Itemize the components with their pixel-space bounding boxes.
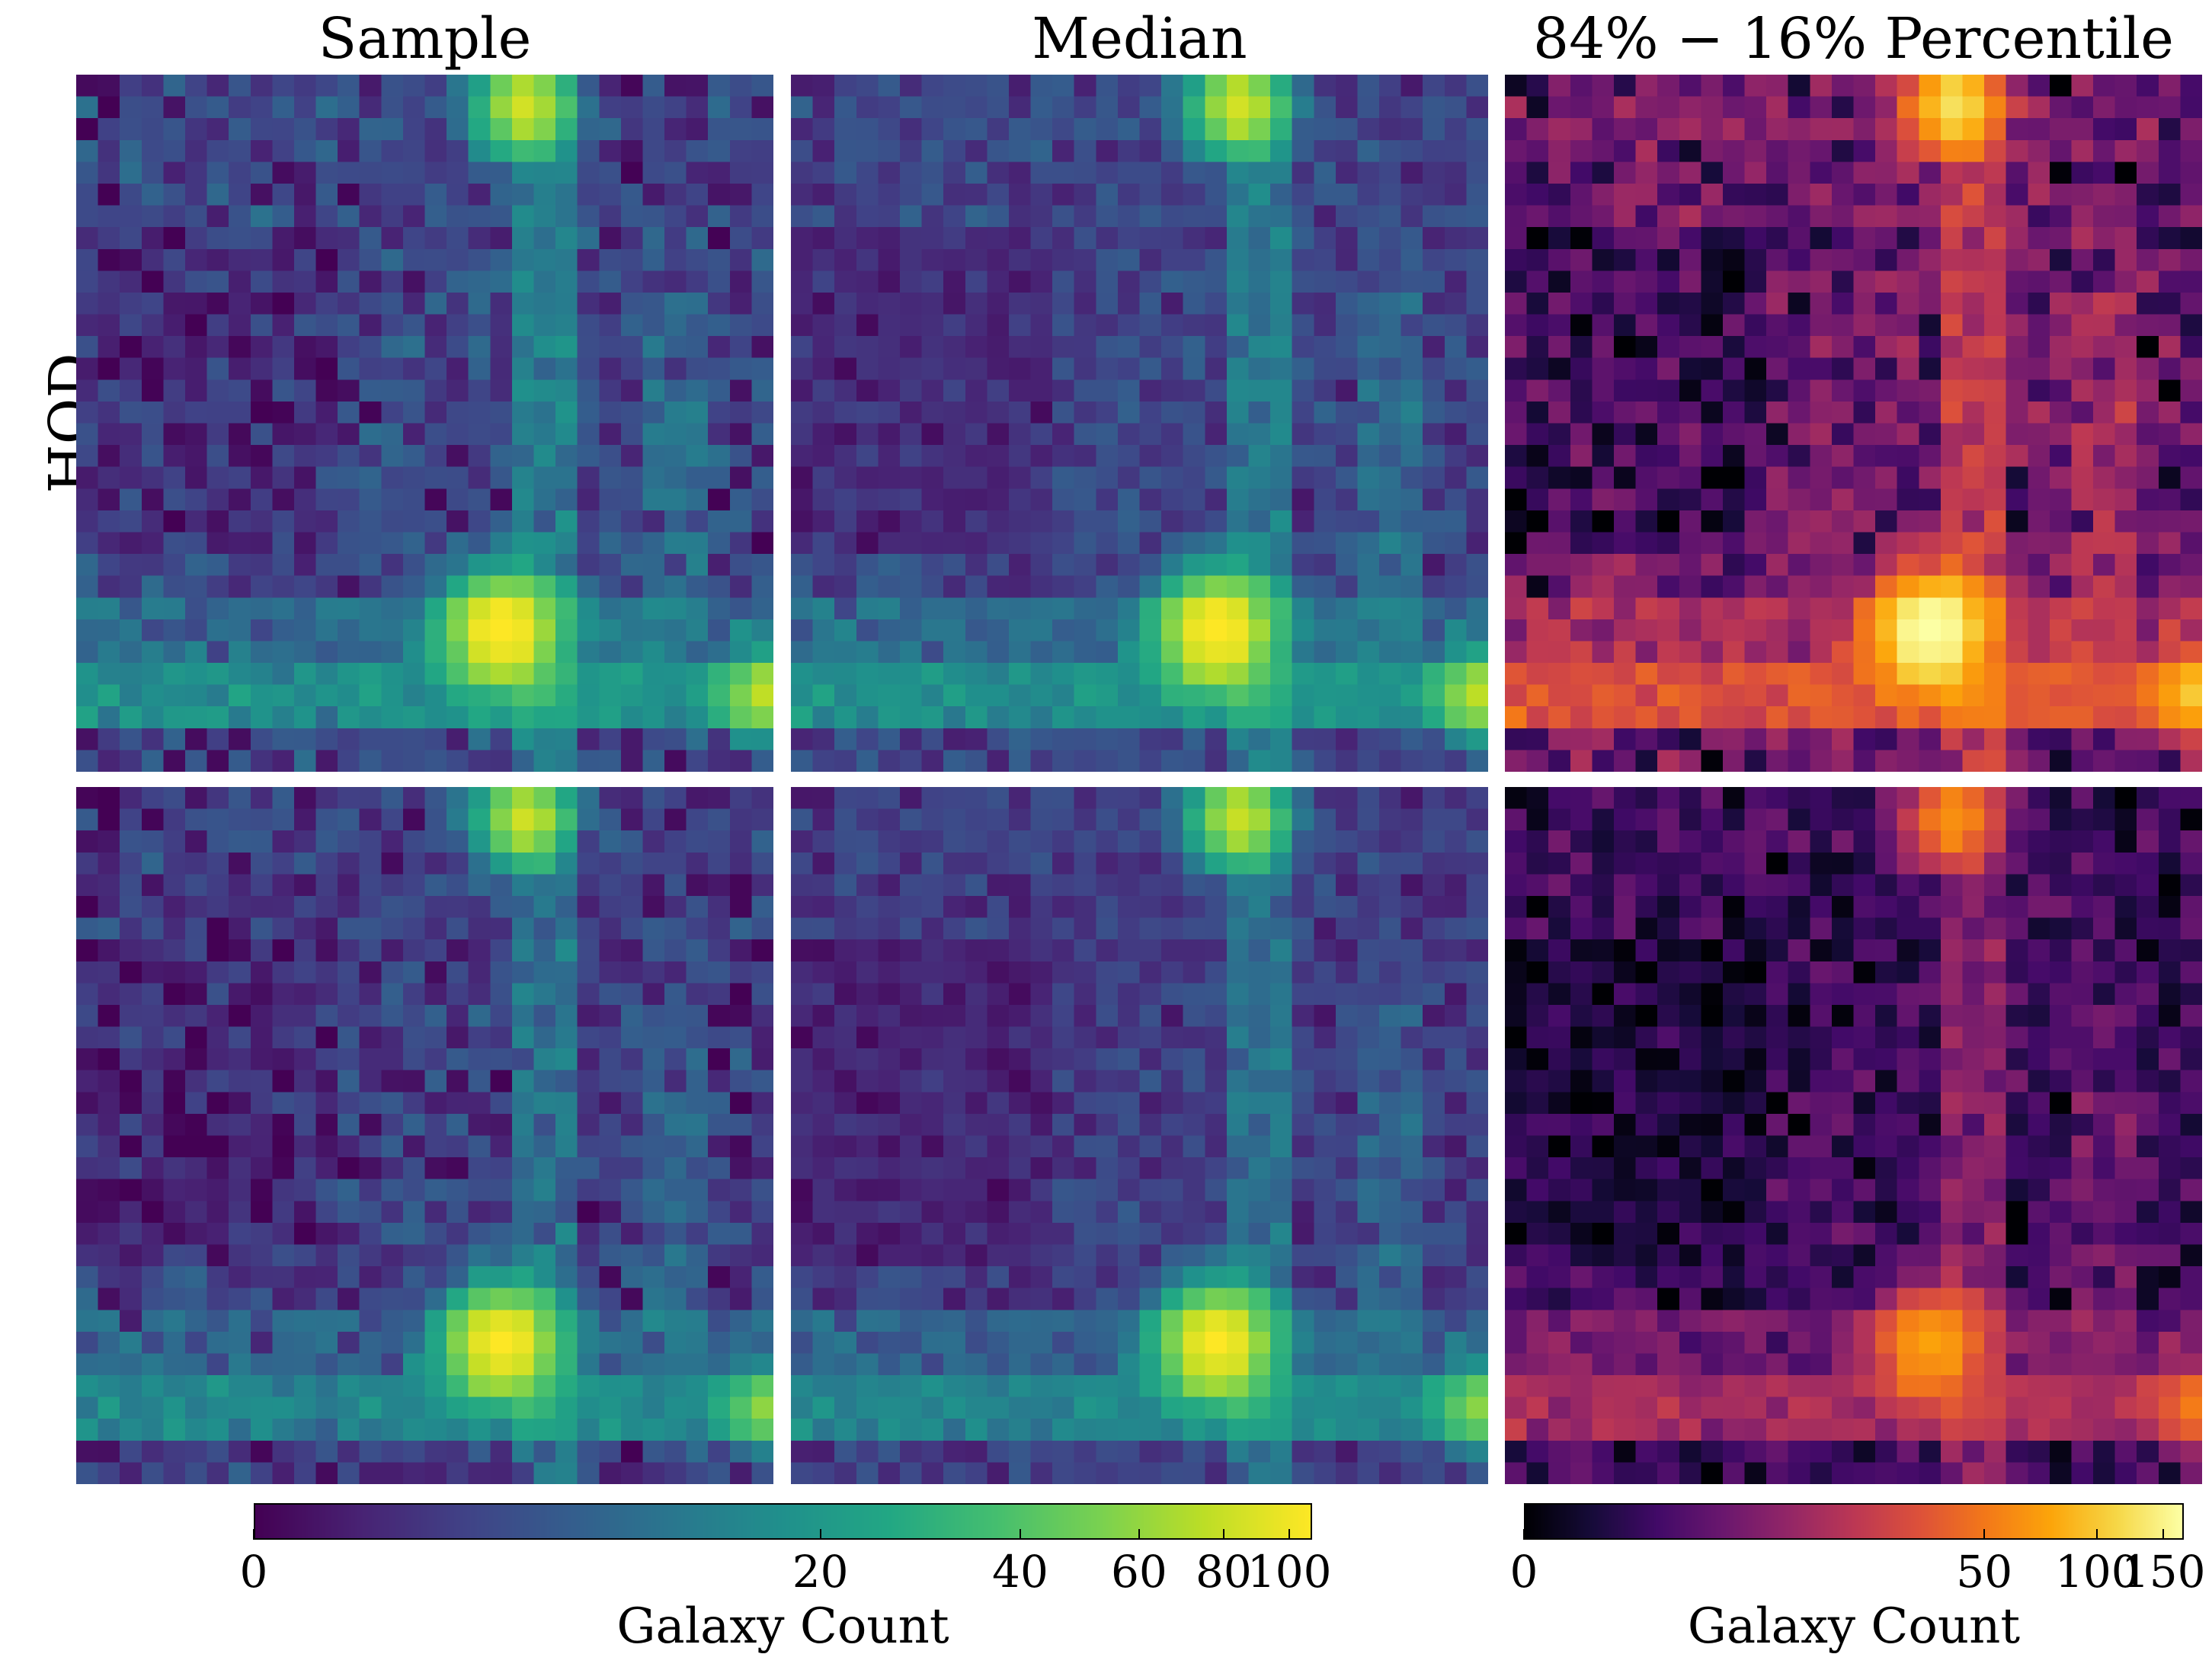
heatmap-hod-percentile-canvas — [1505, 75, 2202, 772]
cbar2-tick-2 — [2096, 1529, 2098, 1540]
cbar1-tick-4 — [1222, 1529, 1224, 1540]
cbar2-tick-0 — [1523, 1529, 1525, 1540]
cbar2-ticklabel-1: 50 — [1956, 1546, 2013, 1598]
cbar1-tick-3 — [1138, 1529, 1140, 1540]
heatmap-hod-sample — [76, 75, 773, 772]
cbar1-tick-2 — [1019, 1529, 1021, 1540]
heatmap-hod-sample-canvas — [76, 75, 773, 772]
heatmap-hod-median-canvas — [791, 75, 1488, 772]
colorbar-inferno-gradient — [1525, 1505, 2182, 1538]
heatmap-diffusion-median-canvas — [791, 787, 1488, 1484]
colorbar-viridis — [254, 1503, 1312, 1540]
row-label-diffusion: Diffusion — [0, 787, 161, 1484]
column-title-median: Median — [1032, 6, 1247, 72]
colorbar-viridis-gradient — [255, 1505, 1311, 1538]
cbar2-ticklabel-0: 0 — [1509, 1546, 1538, 1598]
colorbar-viridis-label: Galaxy Count — [616, 1598, 949, 1655]
heatmap-diffusion-median — [791, 787, 1488, 1484]
heatmap-hod-percentile — [1505, 75, 2202, 772]
heatmap-diffusion-percentile-canvas — [1505, 787, 2202, 1484]
heatmap-hod-median — [791, 75, 1488, 772]
cbar1-tick-0 — [253, 1529, 254, 1540]
cbar1-ticklabel-0: 0 — [239, 1546, 268, 1598]
cbar1-ticklabel-4: 80 — [1196, 1546, 1252, 1598]
heatmap-diffusion-sample — [76, 787, 773, 1484]
heatmap-diffusion-sample-canvas — [76, 787, 773, 1484]
cbar1-ticklabel-5: 100 — [1247, 1546, 1332, 1598]
cbar2-ticklabel-2: 100 — [2054, 1546, 2140, 1598]
cbar1-ticklabel-3: 60 — [1110, 1546, 1167, 1598]
cbar2-ticklabel-3: 150 — [2121, 1546, 2206, 1598]
cbar1-tick-5 — [1288, 1529, 1291, 1540]
row-label-hod: HOD — [0, 75, 103, 772]
heatmap-diffusion-percentile — [1505, 787, 2202, 1484]
colorbar-inferno-label: Galaxy Count — [1687, 1598, 2021, 1655]
cbar2-tick-1 — [1983, 1529, 1986, 1540]
cbar1-tick-1 — [819, 1529, 821, 1540]
cbar2-tick-3 — [2162, 1529, 2165, 1540]
colorbar-inferno — [1524, 1503, 2184, 1540]
column-title-sample: Sample — [318, 6, 532, 72]
column-title-percentile: 84% − 16% Percentile — [1533, 6, 2174, 72]
cbar1-ticklabel-1: 20 — [792, 1546, 849, 1598]
cbar1-ticklabel-2: 40 — [992, 1546, 1048, 1598]
